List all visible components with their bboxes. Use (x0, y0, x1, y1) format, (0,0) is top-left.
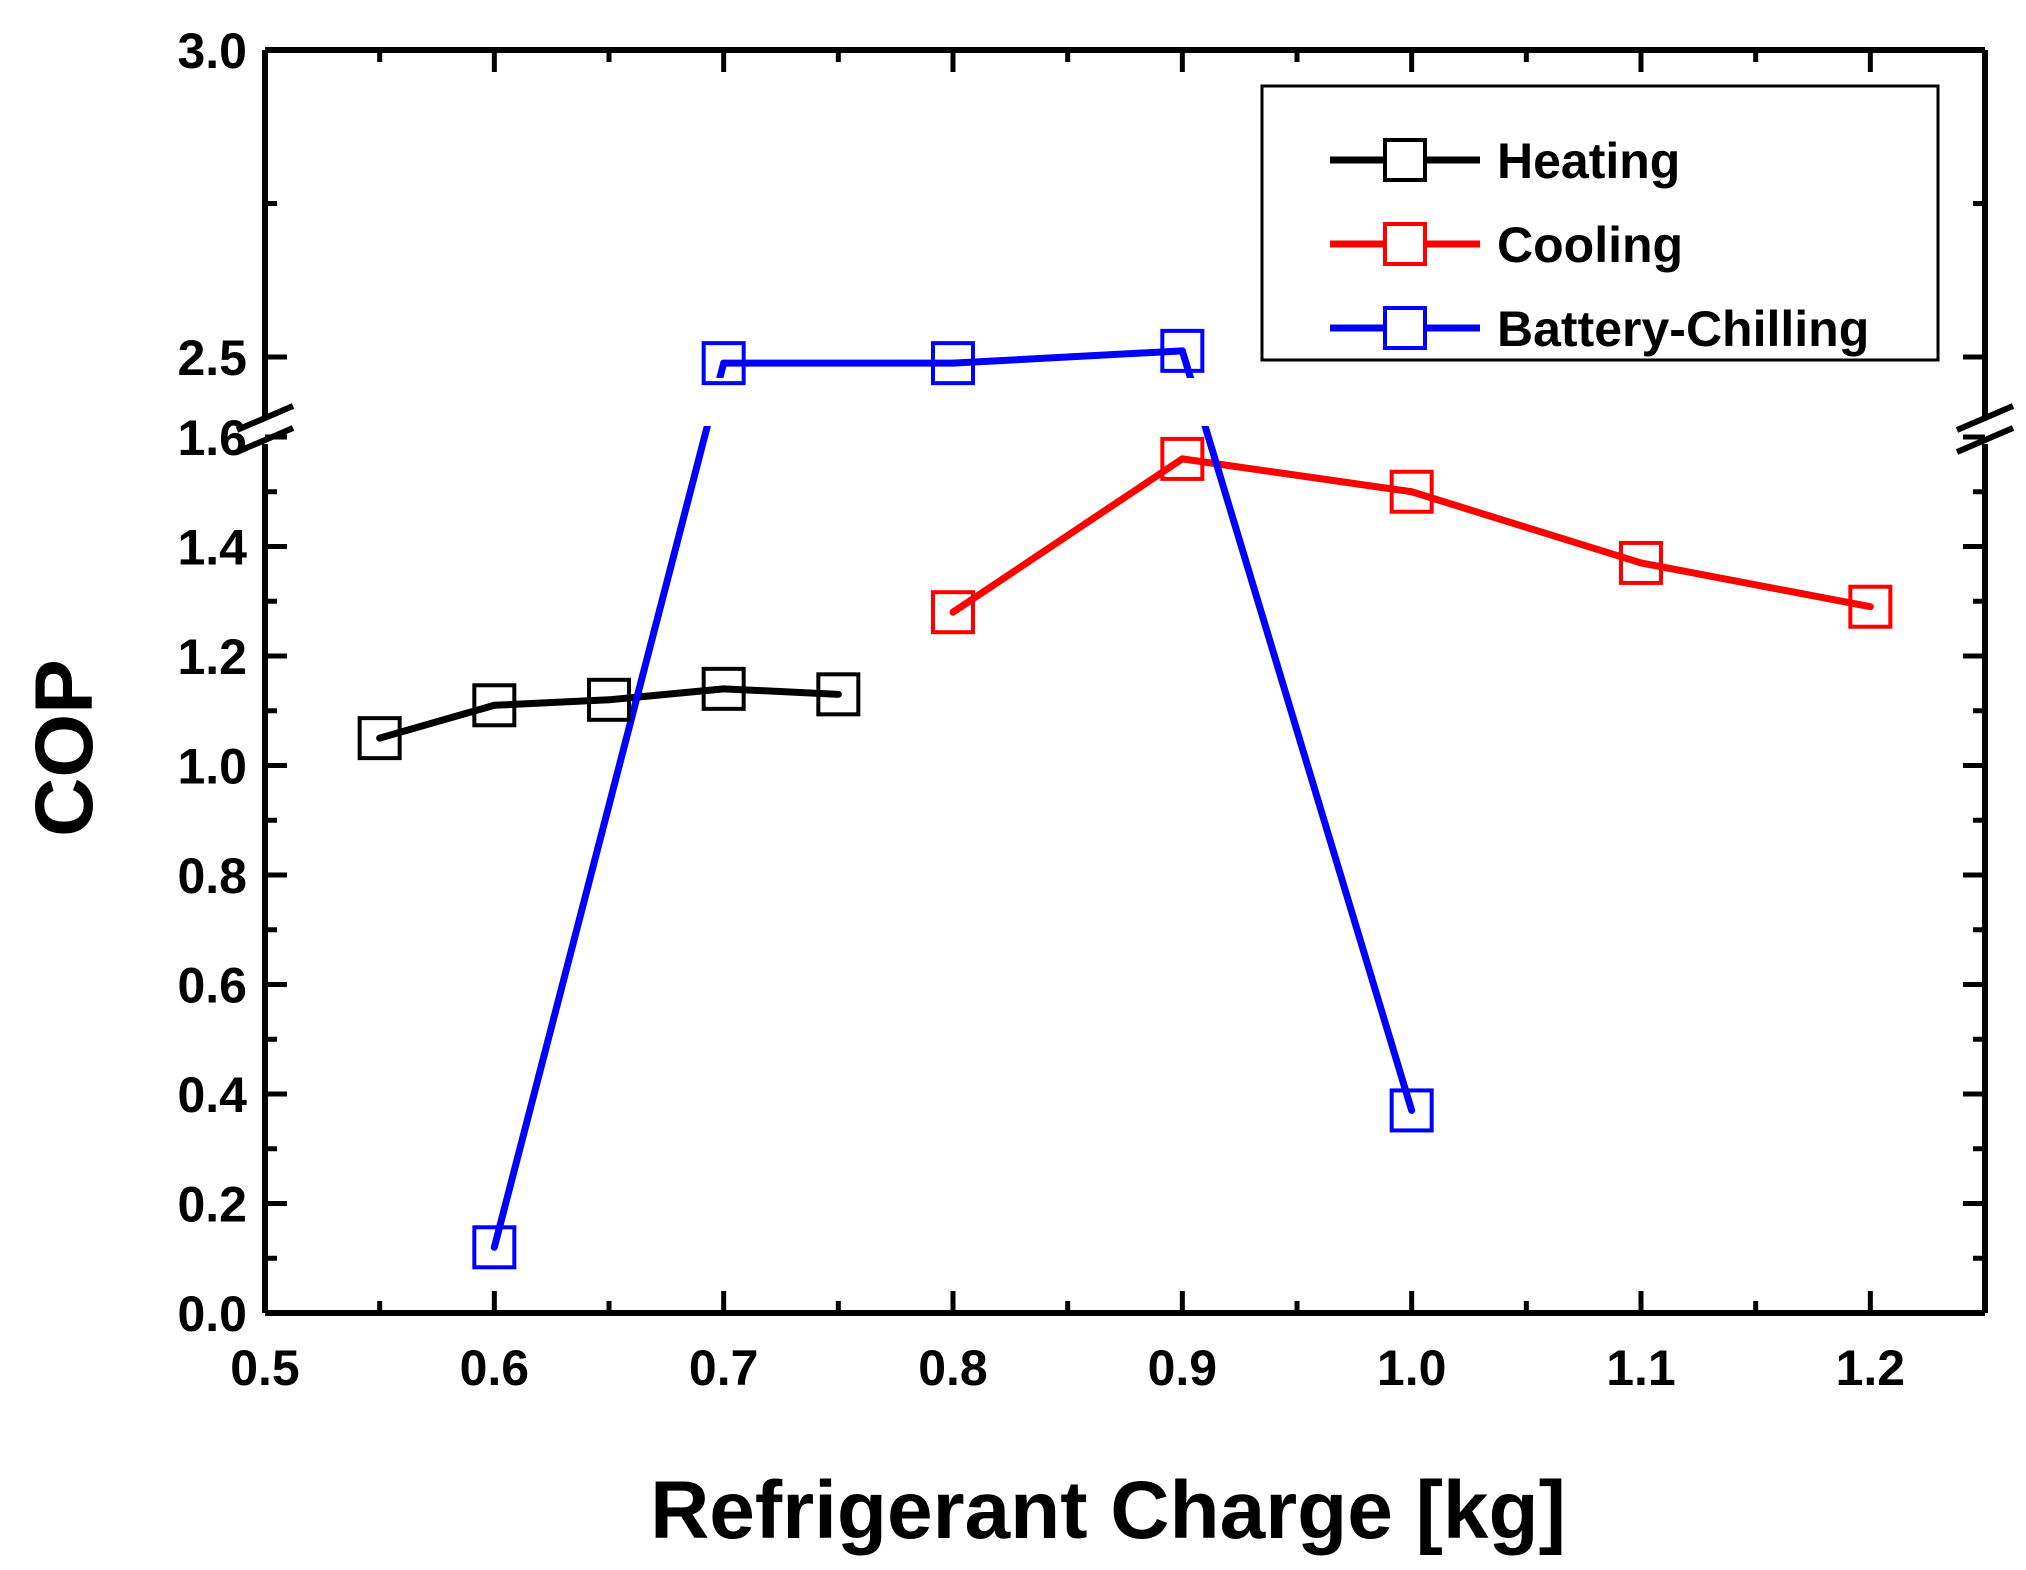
y-tick-label: 0.4 (177, 1067, 247, 1123)
data-point (1619, 540, 1663, 585)
x-tick-label: 0.9 (1148, 1340, 1218, 1396)
axis-break-mark (1955, 425, 2015, 455)
x-tick-label: 1.0 (1377, 1340, 1447, 1396)
y-axis-title: COP (19, 659, 110, 837)
legend: Heating Cooling Battery-Chilling (1260, 84, 1940, 362)
series-line-segment (490, 359, 728, 1251)
series-line-segment (1637, 559, 1874, 611)
axis-break-mark (1955, 403, 2015, 433)
data-point (1389, 1088, 1434, 1133)
y-tick-label: 0.6 (177, 958, 247, 1014)
series-line-segment (949, 347, 1186, 367)
series-line-segment (1178, 455, 1416, 496)
x-tick-label: 1.1 (1606, 1340, 1676, 1396)
axis-break-mark (235, 403, 295, 433)
data-point (701, 666, 746, 711)
x-tick-label: 1.2 (1836, 1340, 1906, 1396)
x-tick-label: 0.8 (918, 1340, 988, 1396)
axis-break-gap (268, 378, 1982, 426)
y-tick-label: 0.2 (177, 1177, 247, 1233)
data-point (472, 683, 517, 728)
series-line-segment (1408, 488, 1645, 567)
x-tick-label: 0.6 (460, 1340, 530, 1396)
y-tick-label: 0.8 (177, 848, 247, 904)
series-line-segment (949, 455, 1186, 616)
data-point (472, 1225, 517, 1270)
x-tick-label: 0.5 (230, 1340, 300, 1396)
data-point (931, 590, 975, 635)
data-point (816, 672, 861, 717)
data-point (1160, 328, 1205, 373)
data-point (587, 677, 631, 722)
y-tick-label: 1.0 (177, 739, 247, 795)
y-tick-label: 1.6 (177, 410, 247, 466)
series-line-segment (720, 685, 842, 698)
y-tick-label: 0.0 (177, 1286, 247, 1342)
legend-label: Battery-Chilling (1497, 301, 1869, 357)
y-tick-label: 3.0 (177, 23, 247, 79)
series-line-segment (605, 685, 728, 704)
data-point (1389, 469, 1434, 514)
plot-frame (235, 47, 2015, 1316)
series-cooling (949, 455, 1874, 616)
data-point (1160, 436, 1205, 481)
data-point (1848, 584, 1893, 629)
y-tick-label: 1.2 (177, 629, 247, 685)
legend-marker (1383, 306, 1427, 350)
legend-marker (1383, 138, 1427, 182)
data-point (701, 341, 746, 386)
x-axis-title: Refrigerant Charge [kg] (650, 1465, 1566, 1556)
data-point (931, 341, 975, 386)
y-tick-label: 1.4 (177, 520, 247, 576)
axis-break-mark (235, 425, 295, 455)
legend-label: Cooling (1497, 217, 1683, 273)
series-line-segment (490, 696, 613, 709)
legend-label: Heating (1497, 133, 1680, 189)
legend-box (1260, 84, 1940, 362)
legend-marker (1383, 222, 1427, 266)
series-layer (268, 328, 1982, 1270)
data-point (357, 716, 402, 761)
tick-labels: 0.5 0.6 0.7 0.8 0.9 1.0 1.1 1.2 0.0 0.2 0.4 0.6 0.8 1… (177, 23, 1905, 1396)
series-line-segment (1178, 347, 1416, 1114)
series-battery-chilling (490, 347, 1416, 1251)
y-tick-label: 2.5 (177, 330, 247, 386)
x-tick-label: 0.7 (689, 1340, 759, 1396)
series-heating (376, 685, 842, 742)
series-line-segment (376, 701, 498, 742)
